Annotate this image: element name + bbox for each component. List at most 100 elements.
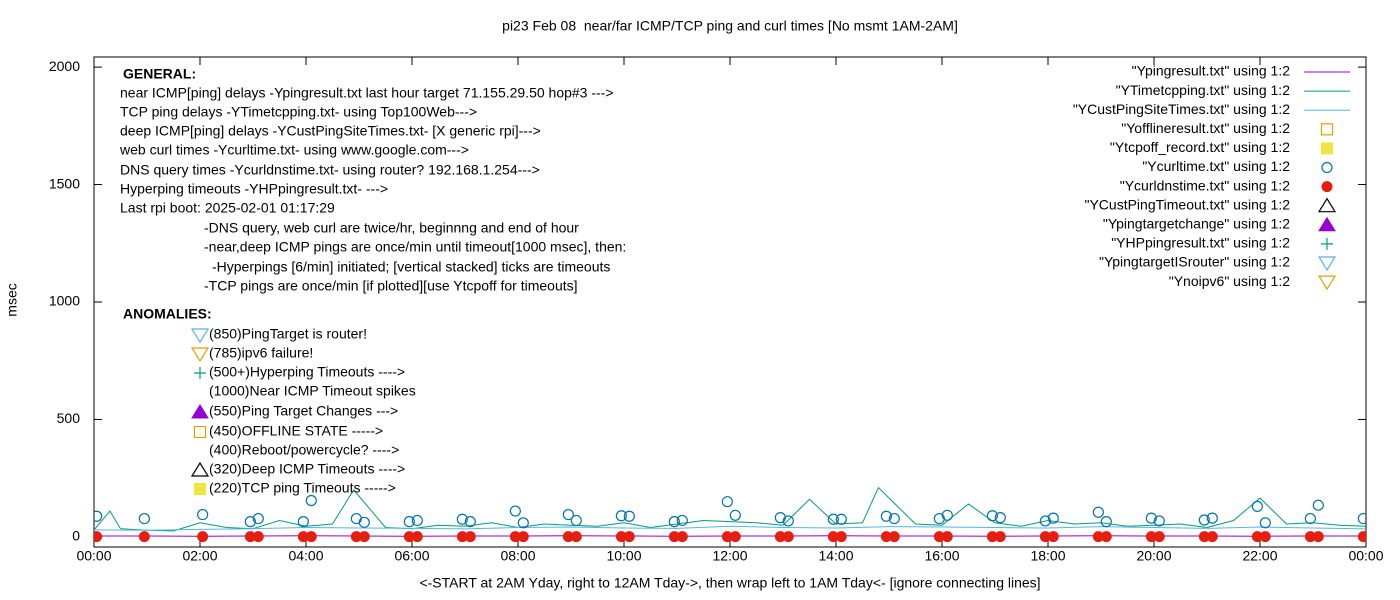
data-point [411, 531, 423, 543]
data-point [1251, 500, 1263, 512]
annotation-icon [190, 328, 210, 344]
legend-swatch [1317, 275, 1337, 291]
annotation-icon [193, 425, 207, 439]
legend-swatch [1321, 181, 1333, 193]
data-point [994, 531, 1006, 543]
data-point [1047, 512, 1059, 524]
data-point [252, 512, 264, 525]
data-point [1206, 531, 1218, 543]
data-point [1312, 531, 1324, 543]
x-axis-label: <-START at 2AM Yday, right to 12AM Tday-… [419, 575, 1040, 591]
annotation: Last rpi boot: 2025-02-01 01:17:29 [120, 200, 335, 216]
data-point [676, 514, 688, 527]
annotation: (785)ipv6 failure! [209, 345, 313, 361]
x-tick-label: 00:00 [1348, 548, 1383, 564]
data-point [941, 531, 953, 543]
data-point [138, 512, 150, 525]
data-point [197, 508, 209, 521]
legend-label: "Ytcpoff_record.txt" using 1:2 [1110, 139, 1290, 155]
data-point [570, 514, 582, 527]
data-point [835, 513, 847, 525]
annotation: TCP ping delays -YTimetcpping.txt- using… [120, 104, 477, 120]
data-point [197, 531, 209, 543]
data-point [456, 513, 468, 525]
data-point [94, 531, 103, 543]
x-tick-label: 16:00 [924, 548, 959, 564]
x-tick-label: 22:00 [1242, 548, 1277, 564]
data-point [297, 516, 309, 528]
data-point [464, 516, 476, 528]
legend-swatch [1318, 216, 1336, 232]
annotation: (450)OFFLINE STATE -----> [209, 423, 383, 439]
annotation: deep ICMP[ping] delays -YCustPingSiteTim… [120, 123, 541, 139]
data-point [562, 508, 574, 521]
data-point [1198, 514, 1210, 526]
annotation: web curl times -Ycurltime.txt- using www… [119, 142, 469, 158]
data-point [782, 531, 794, 543]
x-tick-label: 06:00 [394, 548, 429, 564]
annotation: near ICMP[ping] delays -Ypingresult.txt … [120, 85, 614, 101]
data-point [411, 514, 423, 527]
data-point [1357, 512, 1366, 525]
data-point [729, 531, 741, 543]
data-point [1259, 517, 1271, 529]
legend-label: "YCustPingSiteTimes.txt" using 1:2 [1073, 101, 1290, 117]
data-point [1304, 512, 1316, 525]
data-point [623, 531, 635, 543]
legend-swatch [1317, 256, 1337, 272]
data-point [517, 531, 529, 543]
legend-swatch [1321, 237, 1333, 250]
annotation: -DNS query, web curl are twice/hr, begin… [204, 220, 579, 236]
y-tick-label: 500 [57, 410, 81, 426]
annotation-icon [190, 347, 210, 363]
legend-label: "Ycurltime.txt" using 1:2 [1142, 158, 1290, 174]
data-point [941, 509, 953, 521]
data-point [570, 531, 582, 543]
data-point [1357, 531, 1366, 543]
annotation: (550)Ping Target Changes ---> [209, 403, 398, 419]
data-point [94, 510, 103, 522]
legend-label: "Yofflineresult.txt" using 1:2 [1121, 120, 1290, 136]
legend-label: "Ynoipv6" using 1:2 [1169, 273, 1290, 289]
data-point [1092, 506, 1104, 518]
y-axis-label: msec [4, 283, 20, 316]
data-point [1153, 531, 1165, 543]
annotation: (850)PingTarget is router! [209, 326, 367, 342]
data-point [782, 515, 794, 527]
legend-swatch [1317, 197, 1337, 213]
data-point [668, 516, 680, 528]
annotation: Hyperping timeouts -YHPpingresult.txt- -… [120, 181, 388, 197]
legend-swatch [1320, 123, 1334, 136]
legend-swatch [1321, 161, 1333, 174]
series-line [94, 525, 1366, 531]
data-point [244, 516, 256, 528]
data-point [252, 531, 264, 543]
annotation: DNS query times -Ycurldnstime.txt- using… [120, 162, 540, 178]
data-point [623, 510, 635, 522]
legend-label: "Ycurldnstime.txt" using 1:2 [1120, 177, 1290, 193]
y-tick-label: 2000 [49, 58, 80, 74]
series-line [94, 486, 1366, 532]
x-tick-label: 08:00 [500, 548, 535, 564]
annotation: GENERAL: [123, 66, 196, 82]
x-tick-label: 20:00 [1136, 548, 1171, 564]
legend-label: "YHPpingresult.txt" using 1:2 [1111, 235, 1290, 251]
y-tick-label: 0 [72, 528, 80, 544]
data-point [994, 512, 1006, 524]
data-point [305, 494, 317, 507]
data-point [615, 510, 627, 522]
annotation: (400)Reboot/powercycle? ----> [209, 442, 399, 458]
annotation: (500+)Hyperping Timeouts ----> [209, 364, 405, 380]
legend-swatch [1321, 142, 1333, 155]
data-point [138, 531, 150, 543]
annotation-icon [191, 404, 209, 419]
data-point [1145, 512, 1157, 524]
data-point [403, 516, 415, 528]
data-point [1100, 531, 1112, 543]
data-point [1259, 531, 1271, 543]
annotation: -Hyperpings [6/min] initiated; [vertical… [212, 259, 610, 275]
legend-label: "YpingtargetISrouter" using 1:2 [1099, 254, 1290, 270]
data-point [1039, 515, 1051, 527]
data-point [1312, 499, 1324, 511]
data-point [305, 531, 317, 543]
